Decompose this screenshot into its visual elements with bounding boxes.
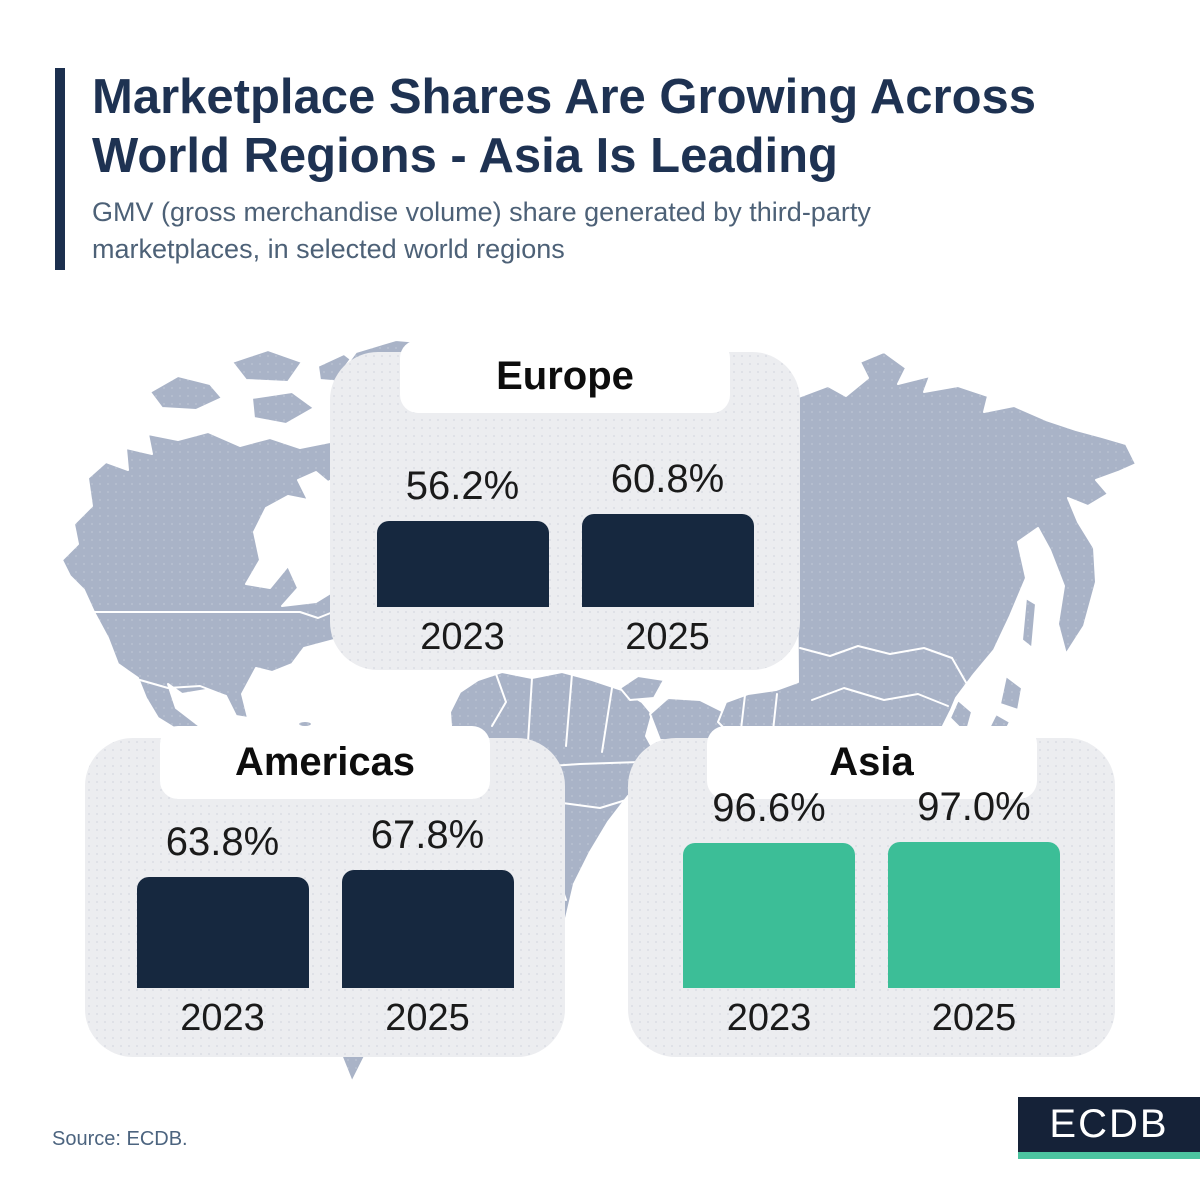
share-value-label: 63.8% xyxy=(165,820,280,864)
bar-column: 63.8% xyxy=(136,820,309,988)
bar-americas-2025 xyxy=(341,870,514,988)
bar-column: 56.2% xyxy=(376,464,549,607)
region-name: Americas xyxy=(234,740,416,784)
bar-column: 97.0% xyxy=(888,786,1060,988)
year-label: 2023 xyxy=(180,997,265,1039)
bars-row-americas: 63.8% 67.8% xyxy=(85,814,565,988)
ecdb-logo-underline xyxy=(1018,1152,1200,1159)
share-value-label: 67.8% xyxy=(370,813,485,857)
ecdb-logo-text: ECDB xyxy=(1049,1102,1169,1146)
bar-asia-2023 xyxy=(683,843,855,988)
title-accent-bar xyxy=(55,68,65,270)
page-title: Marketplace Shares Are Growing Across Wo… xyxy=(92,70,1037,183)
ecdb-logo-box: ECDB xyxy=(1018,1097,1200,1152)
share-value-label: 96.6% xyxy=(712,786,826,830)
region-name: Europe xyxy=(496,354,634,398)
region-card-americas: Americas 63.8% 67.8% 2023 2025 xyxy=(85,726,565,1057)
year-label: 2025 xyxy=(931,997,1017,1039)
bars-row-europe: 56.2% 60.8% xyxy=(330,458,800,607)
region-card-asia: Asia 96.6% 97.0% 2023 2025 xyxy=(628,726,1115,1057)
bar-europe-2025 xyxy=(581,514,754,607)
year-label: 2025 xyxy=(625,616,710,658)
bar-americas-2023 xyxy=(136,877,309,988)
years-row-americas: 2023 2025 xyxy=(85,997,565,1040)
share-value-label: 56.2% xyxy=(405,464,520,508)
bar-column: 67.8% xyxy=(341,813,514,988)
year-label: 2025 xyxy=(385,997,470,1039)
region-name: Asia xyxy=(829,740,914,784)
region-label-americas: Americas xyxy=(160,726,490,799)
source-note: Source: ECDB. xyxy=(52,1128,188,1150)
region-label-europe: Europe xyxy=(400,340,730,413)
bar-asia-2025 xyxy=(888,842,1060,988)
years-row-asia: 2023 2025 xyxy=(628,997,1115,1040)
years-row-europe: 2023 2025 xyxy=(330,616,800,659)
ecdb-logo: ECDB xyxy=(1018,1097,1200,1159)
region-card-europe: Europe 56.2% 60.8% 2023 2025 xyxy=(330,340,800,670)
share-value-label: 60.8% xyxy=(610,457,725,501)
region-label-asia: Asia xyxy=(706,726,1037,799)
share-value-label: 97.0% xyxy=(917,785,1031,829)
bar-column: 96.6% xyxy=(683,787,855,988)
year-label: 2023 xyxy=(726,997,812,1039)
year-label: 2023 xyxy=(420,616,505,658)
bars-row-asia: 96.6% 97.0% xyxy=(628,786,1115,988)
bar-europe-2023 xyxy=(376,521,549,607)
page-subtitle: GMV (gross merchandise volume) share gen… xyxy=(92,197,871,264)
bar-column: 60.8% xyxy=(581,457,754,607)
